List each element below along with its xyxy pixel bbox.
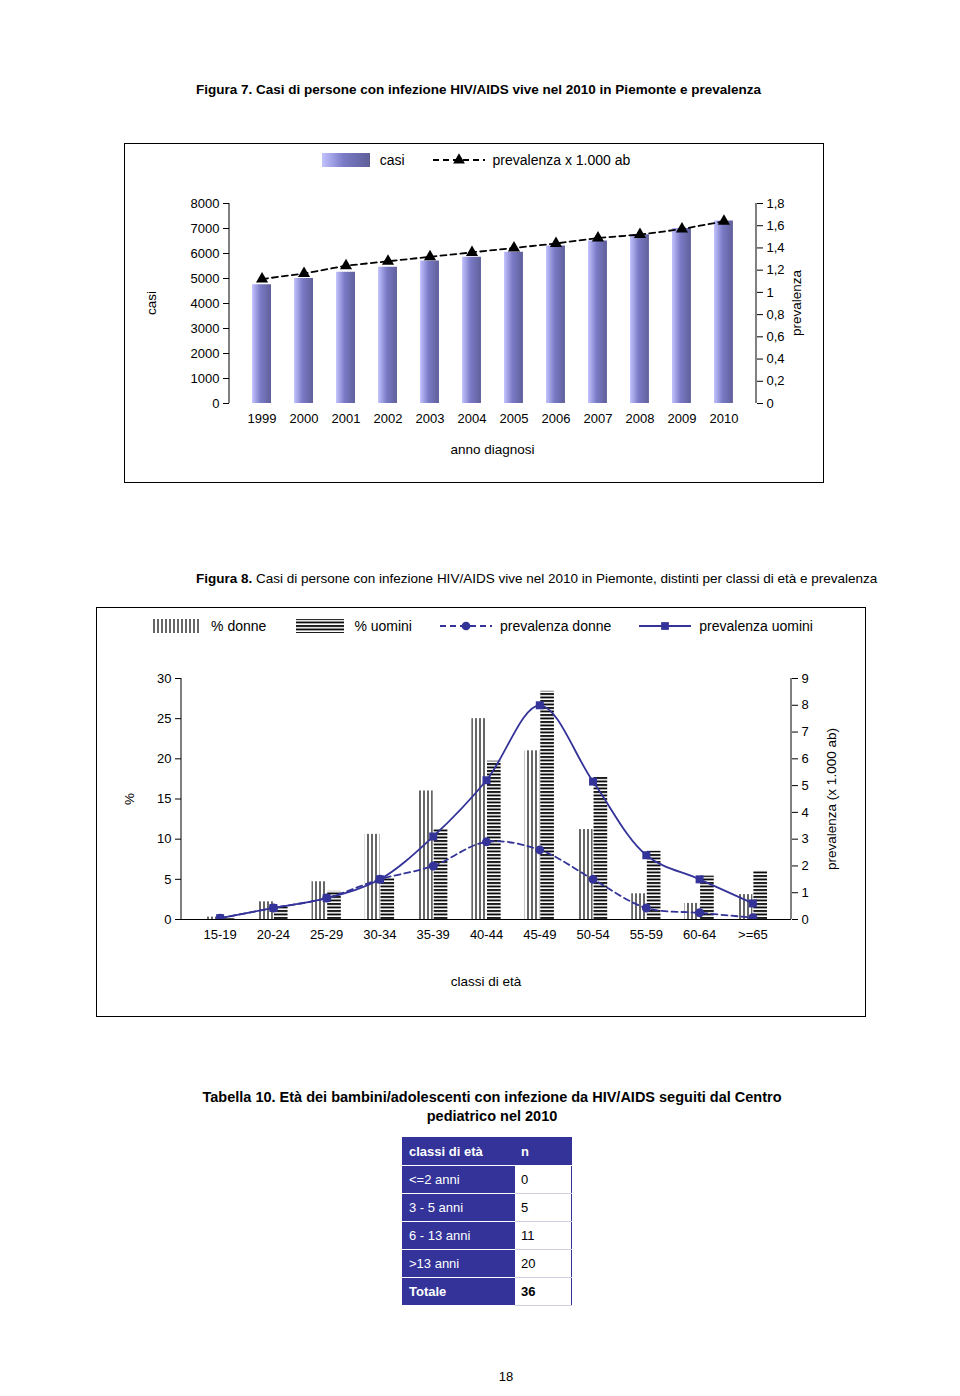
html-text:18: 18	[498, 1369, 514, 1384]
svg-text:1,8: 1,8	[767, 196, 785, 211]
html-text:% uomini: % uomini	[354, 618, 412, 634]
svg-text:0: 0	[164, 912, 171, 927]
svg-text:55-59: 55-59	[630, 927, 663, 942]
svg-text:3000: 3000	[191, 321, 220, 336]
svg-text:30-34: 30-34	[363, 927, 396, 942]
svg-text:60-64: 60-64	[683, 927, 716, 942]
svg-text:15: 15	[157, 791, 171, 806]
svg-text:10: 10	[157, 831, 171, 846]
svg-text:1,6: 1,6	[767, 218, 785, 233]
html-text:36: 36	[521, 1284, 536, 1299]
svg-text:7000: 7000	[191, 221, 220, 236]
svg-text:15-19: 15-19	[203, 927, 236, 942]
html-text:11: 11	[521, 1228, 535, 1243]
html-text:classi di età: classi di età	[450, 974, 522, 989]
svg-text:9: 9	[802, 671, 809, 686]
svg-text:3: 3	[802, 831, 809, 846]
svg-text:>=65: >=65	[738, 927, 768, 942]
svg-text:1000: 1000	[191, 371, 220, 386]
svg-text:2004: 2004	[458, 411, 487, 426]
html-text:0: 0	[521, 1172, 529, 1187]
svg-text:1,4: 1,4	[767, 240, 785, 255]
svg-text:6000: 6000	[191, 246, 220, 261]
svg-text:0: 0	[802, 912, 809, 927]
svg-text:2010: 2010	[709, 411, 738, 426]
svg-text:7: 7	[802, 724, 809, 739]
svg-text:2008: 2008	[626, 411, 655, 426]
svg-text:40-44: 40-44	[470, 927, 503, 942]
svg-text:20: 20	[157, 751, 171, 766]
svg-text:1: 1	[767, 285, 774, 300]
html-text:anno diagnosi: anno diagnosi	[450, 442, 535, 457]
svg-text:0: 0	[212, 396, 219, 411]
svg-text:35-39: 35-39	[417, 927, 450, 942]
svg-text:30: 30	[157, 671, 171, 686]
html-text:classi di età: classi di età	[409, 1144, 483, 1159]
svg-text:5000: 5000	[191, 271, 220, 286]
html-text:n: n	[521, 1144, 529, 1159]
svg-text:6: 6	[802, 751, 809, 766]
svg-text:2000: 2000	[290, 411, 319, 426]
svg-text:2006: 2006	[542, 411, 571, 426]
svg-text:0,2: 0,2	[767, 373, 785, 388]
html-text:% donne: % donne	[211, 618, 267, 634]
svg-text:2: 2	[802, 858, 809, 873]
html-text:casi: casi	[379, 152, 405, 168]
html-text:5: 5	[521, 1200, 529, 1215]
svg-text:2005: 2005	[500, 411, 529, 426]
svg-text:8000: 8000	[191, 196, 220, 211]
svg-text:2000: 2000	[191, 346, 220, 361]
html-text:prevalenza x 1.000 ab: prevalenza x 1.000 ab	[492, 152, 631, 168]
html-text:<=2 anni: <=2 anni	[409, 1172, 460, 1187]
html-text:Figura 8. Casi di persone con: Figura 8. Casi di persone con infezione …	[196, 571, 878, 586]
svg-text:2009: 2009	[668, 411, 697, 426]
svg-text:1,2: 1,2	[767, 262, 785, 277]
html-text:20: 20	[521, 1256, 536, 1271]
svg-text:45-49: 45-49	[523, 927, 556, 942]
html-text:prevalenza (x 1.000 ab): prevalenza (x 1.000 ab)	[823, 727, 839, 870]
svg-text:0,4: 0,4	[767, 351, 785, 366]
html-text:prevalenza: prevalenza	[788, 270, 804, 336]
svg-text:5: 5	[802, 778, 809, 793]
svg-text:2002: 2002	[374, 411, 403, 426]
html-text:>13 anni: >13 anni	[409, 1256, 460, 1271]
html-text:Totale: Totale	[409, 1284, 447, 1299]
svg-text:2001: 2001	[332, 411, 361, 426]
svg-text:5: 5	[164, 871, 171, 886]
html-text:6 - 13 anni: 6 - 13 anni	[409, 1228, 471, 1243]
html-text:prevalenza uomini: prevalenza uomini	[699, 618, 813, 634]
svg-text:1999: 1999	[248, 411, 277, 426]
svg-text:0,8: 0,8	[767, 307, 785, 322]
svg-text:4: 4	[802, 805, 809, 820]
svg-text:8: 8	[802, 697, 809, 712]
svg-text:25-29: 25-29	[310, 927, 343, 942]
html-text:casi: casi	[143, 291, 159, 315]
svg-text:1: 1	[802, 885, 809, 900]
svg-text:4000: 4000	[191, 296, 220, 311]
svg-text:2003: 2003	[416, 411, 445, 426]
svg-text:2007: 2007	[584, 411, 613, 426]
html-text:Figura 7. Casi di persone con: Figura 7. Casi di persone con infezione …	[196, 82, 761, 97]
svg-text:50-54: 50-54	[576, 927, 609, 942]
svg-text:0: 0	[767, 396, 774, 411]
svg-text:25: 25	[157, 711, 171, 726]
svg-text:0,6: 0,6	[767, 329, 785, 344]
svg-text:20-24: 20-24	[257, 927, 290, 942]
html-text:prevalenza donne: prevalenza donne	[500, 618, 612, 634]
html-text:3 - 5 anni: 3 - 5 anni	[409, 1200, 464, 1215]
html-text:Tabella 10. Età dei bambini/ad: Tabella 10. Età dei bambini/adolescenti …	[202, 1089, 782, 1124]
